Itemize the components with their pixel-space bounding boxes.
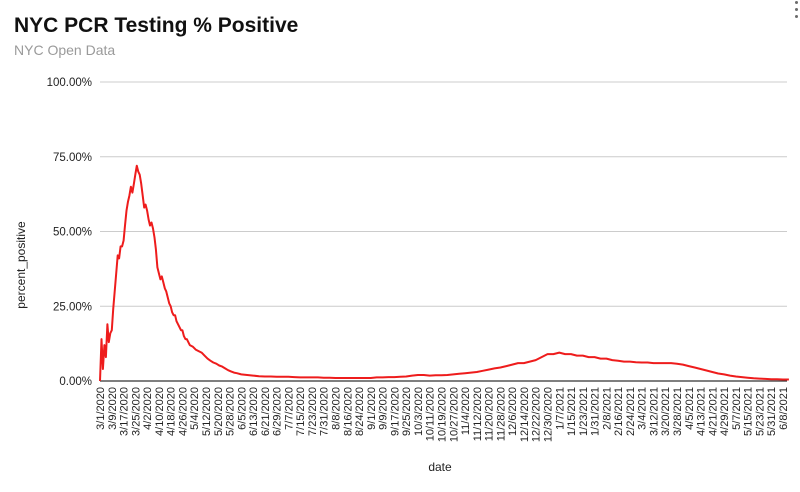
x-tick-label: 10/11/2020 xyxy=(425,387,437,441)
x-tick-label: 6/21/2020 xyxy=(260,387,272,436)
x-tick-label: 6/29/2020 xyxy=(272,387,284,436)
x-tick-label: 6/8/2021 xyxy=(778,387,790,430)
x-tick-label: 9/9/2020 xyxy=(378,387,390,430)
y-tick-label: 100.00% xyxy=(47,77,92,89)
x-tick-label: 4/13/2021 xyxy=(696,387,708,436)
x-tick-label: 4/21/2021 xyxy=(707,387,719,436)
x-tick-label: 12/6/2020 xyxy=(507,387,519,436)
y-tick-label: 0.00% xyxy=(59,376,92,388)
x-axis-label: date xyxy=(428,460,452,474)
x-tick-label: 4/18/2020 xyxy=(166,387,178,436)
x-tick-label: 8/16/2020 xyxy=(342,387,354,436)
x-tick-label: 7/15/2020 xyxy=(295,387,307,436)
x-tick-label: 11/4/2020 xyxy=(460,387,472,435)
x-tick-label: 8/8/2020 xyxy=(331,387,343,430)
x-tick-label: 5/28/2020 xyxy=(225,387,237,436)
x-tick-label: 1/15/2021 xyxy=(566,387,578,436)
x-tick-label: 9/17/2020 xyxy=(389,387,401,436)
more-options-icon[interactable] xyxy=(793,1,800,25)
x-tick-label: 3/20/2021 xyxy=(660,387,672,436)
x-tick-label: 9/25/2020 xyxy=(401,387,413,436)
y-tick-label: 50.00% xyxy=(53,227,92,239)
x-tick-label: 4/26/2020 xyxy=(177,387,189,436)
x-tick-label: 9/1/2020 xyxy=(366,387,378,430)
x-tick-label: 5/4/2020 xyxy=(189,387,201,430)
x-tick-label: 7/7/2020 xyxy=(283,387,295,430)
x-tick-label: 4/10/2020 xyxy=(154,387,166,436)
x-tick-label: 5/7/2021 xyxy=(731,387,743,430)
x-tick-label: 3/17/2020 xyxy=(119,387,131,436)
x-tick-label: 10/3/2020 xyxy=(413,387,425,436)
x-tick-label: 1/31/2021 xyxy=(590,387,602,436)
y-tick-label: 75.00% xyxy=(53,152,92,164)
x-tick-label: 12/22/2020 xyxy=(531,387,543,442)
x-tick-label: 4/5/2021 xyxy=(684,387,696,430)
y-axis-label: percent_positive xyxy=(14,221,28,309)
x-tick-label: 12/14/2020 xyxy=(519,387,531,442)
x-tick-label: 3/9/2020 xyxy=(107,387,119,430)
x-tick-label: 7/31/2020 xyxy=(319,387,331,436)
x-tick-label: 5/20/2020 xyxy=(213,387,225,436)
chart-title: NYC PCR Testing % Positive xyxy=(14,14,299,37)
x-tick-label: 8/24/2020 xyxy=(354,387,366,436)
x-tick-label: 10/27/2020 xyxy=(448,387,460,442)
x-tick-label: 6/13/2020 xyxy=(248,387,260,436)
x-tick-label: 10/19/2020 xyxy=(437,387,449,442)
x-tick-label: 2/24/2021 xyxy=(625,387,637,436)
x-tick-label: 3/12/2021 xyxy=(648,387,660,436)
x-tick-label: 1/7/2021 xyxy=(554,387,566,430)
x-tick-label: 5/31/2021 xyxy=(766,387,778,436)
series-line xyxy=(99,164,789,382)
x-tick-label: 5/23/2021 xyxy=(754,387,766,436)
x-axis-ticks: 3/1/2020 3/9/2020 3/17/2020 3/25/2020 4/2/20… xyxy=(95,387,790,442)
x-tick-label: 1/23/2021 xyxy=(578,387,590,436)
x-tick-label: 11/20/2020 xyxy=(484,387,496,441)
x-tick-label: 11/12/2020 xyxy=(472,387,484,441)
x-tick-label: 6/5/2020 xyxy=(236,387,248,430)
x-tick-label: 11/28/2020 xyxy=(495,387,507,441)
x-tick-label: 3/4/2021 xyxy=(637,387,649,430)
x-tick-label: 3/1/2020 xyxy=(95,387,107,430)
x-tick-label: 3/28/2021 xyxy=(672,387,684,436)
x-tick-label: 7/23/2020 xyxy=(307,387,319,436)
x-tick-label: 4/2/2020 xyxy=(142,387,154,430)
x-tick-label: 5/15/2021 xyxy=(743,387,755,436)
x-tick-label: 2/8/2021 xyxy=(601,387,613,430)
x-tick-label: 2/16/2021 xyxy=(613,387,625,436)
gridlines xyxy=(100,81,787,382)
y-axis-ticks: 0.00% 25.00% 50.00% 75.00% 100.00% xyxy=(47,77,92,388)
x-tick-label: 5/12/2020 xyxy=(201,387,213,436)
x-tick-label: 12/30/2020 xyxy=(542,387,554,442)
x-tick-label: 4/29/2021 xyxy=(719,387,731,436)
x-tick-label: 3/25/2020 xyxy=(130,387,142,436)
y-tick-label: 25.00% xyxy=(53,301,92,313)
chart-subtitle: NYC Open Data xyxy=(14,42,116,58)
